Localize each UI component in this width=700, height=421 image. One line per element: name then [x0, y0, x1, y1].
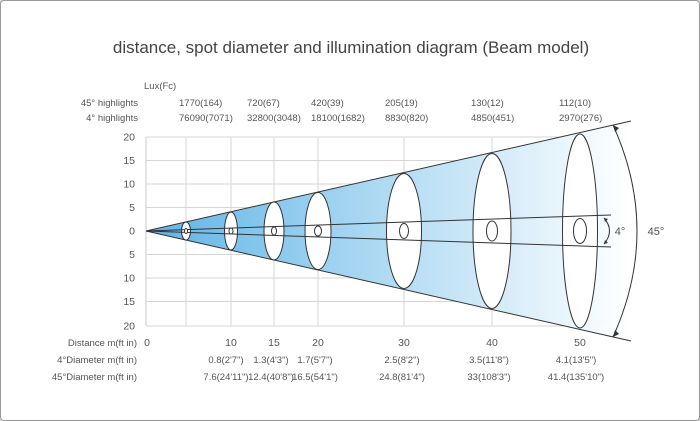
y-tick-2: 15 [123, 155, 135, 167]
diameter-4-value-1: 0.8(2'7") [208, 355, 243, 366]
lux-45-row: 1770(164) 720(67) 420(39) 205(19) 130(12) 112… [179, 98, 591, 109]
wide-arc-arrow-top [613, 125, 619, 132]
diameter-45-value-6: 41.4(135'10") [548, 372, 604, 383]
lux-45-value-6: 112(10) [559, 98, 591, 109]
narrow-beam-top [145, 214, 612, 232]
distance-tick-4: 20 [312, 337, 324, 349]
wide-angle-label: 45° [648, 226, 665, 238]
diameter-45-value-3: 16.5(54'1") [292, 372, 338, 383]
wide-angle-arc [612, 124, 638, 338]
y-tick-6: 5 [129, 249, 135, 261]
diagram-title: distance, spot diameter and illumination… [113, 38, 589, 57]
beam-edge-bottom [145, 230, 632, 342]
highlights-45-label: 45° highlights [81, 98, 138, 109]
lux-4-value-2: 32800(3048) [247, 113, 301, 124]
distance-tick-1: 0 [144, 337, 150, 349]
diameter-45-row: 7.6(24'11") 12.4(40'8")16.5(54'1") 24.8(81… [203, 372, 604, 383]
diameter-4-value-5: 3.5(11'8") [469, 355, 509, 366]
beam-edge-top [145, 120, 632, 232]
diameter-45-value-2: 12.4(40'8") [248, 372, 294, 383]
inner-spot-15 [271, 226, 277, 236]
y-tick-5: 0 [129, 226, 135, 238]
inner-spot-10 [228, 227, 234, 235]
diameter-45-value-4: 24.8(81'4") [379, 372, 425, 383]
lux-45-value-3: 420(39) [311, 98, 344, 109]
inner-spot-30 [399, 223, 409, 239]
wide-arc-arrow-bottom [613, 330, 619, 337]
diameter-4-value-3: 1.7(5'7") [297, 355, 332, 366]
diameter-4-value-6: 4.1(13'5") [556, 355, 597, 366]
lux-45-value-5: 130(12) [471, 98, 504, 109]
distance-tick-5: 30 [398, 337, 410, 349]
highlights-4-label: 4° highlights [86, 113, 138, 124]
diameter-45-value-1: 7.6(24'11") [203, 372, 248, 383]
lux-4-row: 76090(7071) 32800(3048) 18100(1682) 8830(82… [179, 113, 602, 124]
lux-4-value-5: 4850(451) [471, 113, 514, 124]
lux-45-value-1: 1770(164) [179, 98, 222, 109]
lux-label: Lux(Fc) [144, 81, 176, 92]
narrow-arc-arrow-top [604, 218, 608, 222]
distance-tick-7: 50 [574, 337, 586, 349]
narrow-beam-bottom [145, 230, 612, 248]
inner-spot-20 [314, 225, 322, 237]
y-tick-4: 5 [129, 202, 135, 214]
narrow-angle-label: 4° [615, 226, 626, 238]
diameter-4-value-2: 1.3(4'3") [253, 355, 288, 366]
distance-row: 0 10 15 20 30 40 50 [144, 337, 586, 349]
diameter-45-label: 45°Diameter m(ft in) [52, 372, 137, 383]
lux-4-value-3: 18100(1682) [311, 113, 365, 124]
inner-spot-50 [573, 218, 587, 244]
y-tick-9: 20 [123, 321, 135, 333]
inner-spot-40 [486, 220, 498, 242]
distance-tick-2: 10 [225, 337, 237, 349]
narrow-arc-arrow-bottom [604, 240, 608, 244]
lux-4-value-4: 8830(820) [385, 113, 428, 124]
distance-tick-3: 15 [268, 337, 280, 349]
y-axis-ticks: 20 15 10 5 0 5 10 15 20 [123, 132, 135, 333]
lux-4-value-6: 2970(276) [559, 113, 602, 124]
y-tick-3: 10 [123, 179, 135, 191]
diameter-4-row: 0.8(2'7") 1.3(4'3") 1.7(5'7") 2.5(8'2") 3.5(… [208, 355, 596, 366]
distance-label: Distance m(ft in) [68, 338, 137, 349]
lux-45-value-2: 720(67) [247, 98, 280, 109]
inner-spot-5 [184, 228, 188, 234]
diameter-4-label: 4°Diameter m(ft in) [57, 355, 137, 366]
diameter-45-value-5: 33(108'3") [467, 372, 510, 383]
lux-4-value-1: 76090(7071) [179, 113, 233, 124]
lux-45-value-4: 205(19) [385, 98, 418, 109]
y-tick-1: 20 [123, 132, 135, 144]
distance-tick-6: 40 [486, 337, 498, 349]
diameter-4-value-4: 2.5(8'2") [384, 355, 419, 366]
y-tick-7: 10 [123, 273, 135, 285]
y-tick-8: 15 [123, 296, 135, 308]
